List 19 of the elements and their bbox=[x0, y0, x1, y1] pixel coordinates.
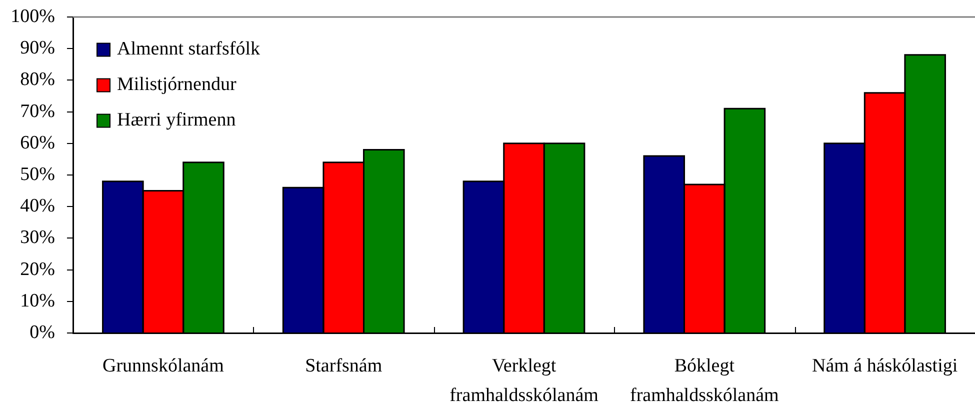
y-tick-label: 90% bbox=[20, 38, 56, 59]
legend-label: Hærri yfirmenn bbox=[117, 110, 236, 131]
y-tick-label: 60% bbox=[20, 132, 56, 154]
x-tick-label: Starfsnám bbox=[305, 356, 382, 377]
y-tick-label: 50% bbox=[20, 164, 56, 185]
legend-label: Milistjórnendur bbox=[117, 74, 237, 96]
x-tick-label: Verklegt framhaldsskólanám bbox=[450, 356, 599, 406]
y-tick-label: 40% bbox=[20, 196, 56, 217]
y-tick-label: 20% bbox=[20, 258, 56, 280]
y-tick-label: 70% bbox=[20, 100, 56, 122]
x-tick-label: Nám á háskólastigi bbox=[812, 356, 958, 377]
y-tick-label: 80% bbox=[20, 69, 56, 90]
y-tick-label: 100% bbox=[10, 6, 56, 27]
x-tick-label: Grunnskólanám bbox=[102, 356, 224, 377]
legend-label: Almennt starfsfólk bbox=[117, 38, 260, 60]
y-tick-label: 10% bbox=[20, 290, 56, 312]
x-tick-label: Bóklegt framhaldsskólanám bbox=[630, 356, 780, 406]
y-tick-label: 0% bbox=[30, 322, 56, 343]
y-tick-label: 30% bbox=[20, 227, 56, 248]
